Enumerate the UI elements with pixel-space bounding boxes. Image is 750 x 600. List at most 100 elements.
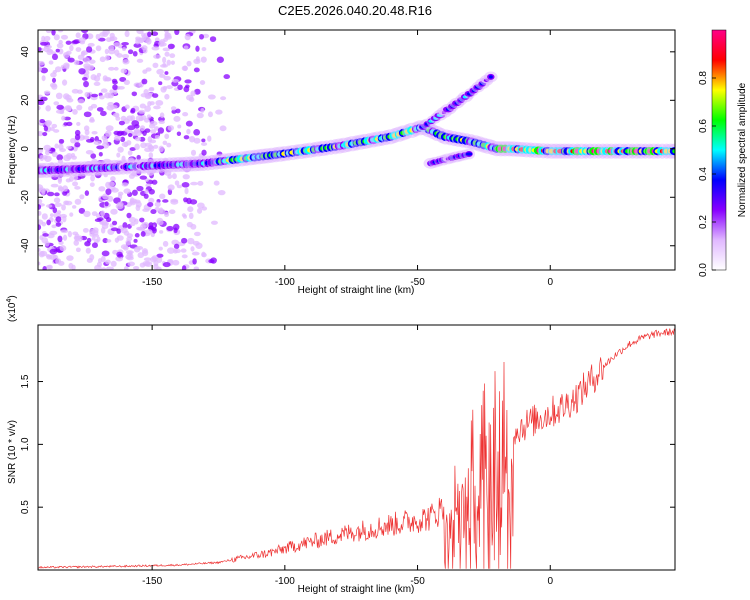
colorbar-tick-label: 0.2 — [698, 215, 709, 229]
heatmap-noise-dot — [158, 40, 165, 47]
heatmap-noise-dot — [65, 40, 72, 45]
heatmap-noise-dot — [83, 57, 90, 63]
heatmap-noise-dot — [163, 30, 169, 33]
heatmap-noise-dot — [141, 32, 146, 38]
heatmap-noise-dot — [201, 252, 207, 258]
heatmap-noise-dot — [100, 110, 107, 117]
heatmap-noise-dot — [66, 152, 73, 160]
heatmap-noise-dot — [100, 255, 106, 263]
heatmap-noise-dot — [194, 88, 201, 95]
heatmap-noise-dot — [62, 185, 69, 192]
heatmap-noise-dot — [38, 130, 44, 137]
heatmap-noise-dot — [74, 133, 81, 141]
heatmap-noise-dot — [138, 37, 145, 42]
heatmap-noise-dot — [186, 60, 192, 67]
heatmap-noise-dot — [41, 221, 47, 227]
heatmap-noise-dot — [154, 201, 161, 208]
heatmap-noise-dot — [55, 48, 60, 53]
heatmap-noise-dot — [41, 213, 48, 220]
heatmap-noise-dot — [220, 96, 227, 101]
heatmap-noise-dot — [152, 93, 159, 98]
heatmap-noise-dot — [171, 239, 179, 246]
heatmap-noise-dot — [115, 256, 124, 262]
heatmap-noise-dot — [45, 105, 51, 112]
heatmap-noise-dot — [140, 231, 146, 237]
heatmap-noise-dot — [219, 125, 227, 132]
heatmap-noise-dot — [62, 215, 67, 223]
heatmap-noise-dot — [96, 72, 102, 77]
heatmap-noise-dot — [109, 89, 115, 94]
heatmap-y-axis-label: Frequency (Hz) — [7, 116, 18, 185]
heatmap-noise-dot — [153, 263, 159, 270]
heatmap-noise-dot — [51, 83, 58, 90]
heatmap-noise-dot — [98, 95, 105, 100]
heatmap-noise-dot — [223, 74, 231, 80]
heatmap-noise-dot — [148, 152, 154, 159]
heatmap-noise-dot — [163, 211, 170, 217]
heatmap-noise-dot — [167, 125, 175, 131]
heatmap-noise-dot — [120, 68, 128, 74]
heatmap-noise-dot — [162, 85, 168, 91]
heatmap-noise-dot — [151, 255, 158, 262]
heatmap-noise-dot — [153, 54, 161, 59]
heatmap-noise-dot — [82, 228, 89, 233]
heatmap-noise-dot — [209, 36, 217, 42]
heatmap-noise-dot — [51, 151, 58, 158]
heatmap-noise-dot — [56, 104, 64, 110]
heatmap-noise-dot — [38, 204, 42, 210]
heatmap-noise-dot — [102, 138, 109, 145]
y-tick-label: 0 — [20, 146, 31, 152]
heatmap-noise-dot — [141, 221, 150, 228]
heatmap-noise-dot — [199, 80, 206, 85]
heatmap-noise-dot — [63, 200, 70, 206]
heatmap-noise-dot — [139, 125, 146, 132]
heatmap-noise-dot — [95, 45, 102, 52]
heatmap-noise-dot — [181, 213, 187, 218]
heatmap-noise-dot — [201, 138, 206, 143]
heatmap-noise-dot — [71, 264, 76, 270]
heatmap-noise-dot — [51, 123, 58, 129]
heatmap-noise-dot — [129, 147, 136, 151]
heatmap-noise-dot — [201, 47, 207, 52]
snr-x-axis-label: Height of straight line (km) — [298, 584, 415, 595]
heatmap-noise-dot — [166, 142, 172, 148]
heatmap-noise-dot — [92, 233, 100, 238]
heatmap-noise-dot — [156, 68, 164, 75]
heatmap-noise-dot — [91, 242, 98, 249]
heatmap-noise-dot — [132, 50, 138, 57]
heatmap-noise-dot — [113, 42, 121, 47]
heatmap-noise-dot — [113, 66, 119, 71]
heatmap-noise-dot — [184, 187, 189, 195]
heatmap-noise-dot — [141, 45, 148, 51]
heatmap-noise-dot — [52, 207, 58, 214]
heatmap-noise-dot — [101, 222, 109, 230]
chart-title: C2E5.2026.040.20.48.R16 — [278, 3, 432, 18]
heatmap-noise-dot — [50, 72, 57, 78]
heatmap-noise-dot — [155, 99, 164, 106]
colorbar-ticks: 0.0 0.2 0.4 0.6 0.8 — [698, 71, 716, 277]
heatmap-noise-dot — [98, 151, 103, 157]
heatmap-noise-dot — [78, 207, 86, 214]
heatmap-noise-dot — [43, 144, 52, 151]
heatmap-noise-dot — [58, 39, 63, 45]
heatmap-noise-dot — [76, 121, 81, 126]
heatmap-noise-dot — [119, 76, 127, 82]
heatmap-noise-dot — [149, 121, 158, 126]
heatmap-noise-dot — [43, 35, 51, 42]
heatmap-noise-dot — [55, 92, 63, 100]
heatmap-noise-dot — [193, 231, 201, 237]
y-tick-label: 20 — [20, 94, 31, 106]
heatmap-noise-dot — [88, 105, 94, 111]
heatmap-noise-dot — [120, 227, 128, 234]
heatmap-noise-dot — [192, 258, 197, 265]
heatmap-noise-dot — [176, 184, 183, 189]
heatmap-noise-dot — [193, 137, 201, 144]
heatmap-noise-dot — [104, 201, 109, 207]
heatmap-noise-dot — [182, 112, 189, 117]
heatmap-noise-dot — [117, 191, 124, 196]
heatmap-noise-dot — [162, 47, 171, 52]
heatmap-noise-dot — [38, 47, 42, 52]
snr-exponent-base: (x10 — [7, 302, 18, 322]
heatmap-noise-dot — [138, 109, 146, 114]
heatmap-noise-dot — [133, 128, 141, 134]
